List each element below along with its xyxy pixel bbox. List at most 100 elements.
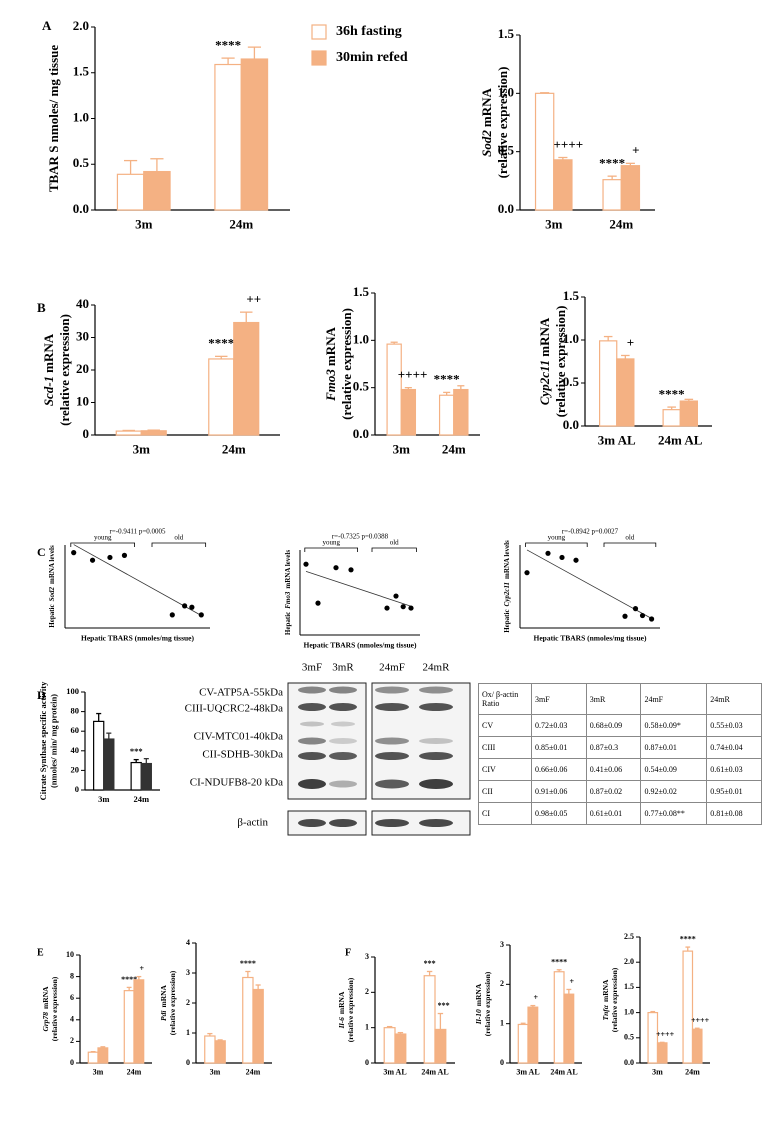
y-tick-label: 0.5 [624,1033,634,1042]
y-axis-label: (relative expression) [483,971,492,1036]
y-tick-label: 80 [71,706,80,716]
band [298,819,326,827]
y-tick-label: 1.0 [624,1007,634,1016]
y-label-text: mRNA [41,986,50,1009]
table-cell: 3mF [531,683,587,715]
y-tick-label: 20 [76,361,89,376]
y-axis-label: Tnfα mRNA [601,979,610,1020]
point [408,605,414,611]
band [298,737,326,745]
bands [298,686,453,827]
bar [563,993,575,1064]
significance-label: + [632,143,639,158]
y-label-gene: Il-10 [474,1009,483,1025]
chart-title: r=-0.7325 p=0.0388 [332,533,389,541]
y-axis-label: Hepatic Fmo3 mRNA levels [284,550,292,635]
y-tick-label: 1 [500,1018,504,1027]
table-cell: CV [478,714,532,737]
legend-swatch [311,24,327,40]
bar [394,1033,407,1064]
table-row: Ox/ β-actin Ratio 3mF 3mR 24mF 24mR [478,683,762,715]
bar [116,173,145,211]
band [329,686,357,694]
y-tick-label: 6 [70,993,74,1002]
y-label-text: mRNA [159,984,168,1007]
y-label-text: mRNA [323,326,338,366]
significance-label: **** [240,959,256,968]
point [632,606,639,612]
table-cell: CIII [478,736,532,759]
bar [423,975,436,1064]
bar [208,358,235,436]
band [419,752,453,760]
bar [386,343,402,436]
lane-label: 24mF [379,662,405,674]
table-cell: 0.87±0.02 [585,780,642,803]
x-tick-label: 3m [652,1067,663,1076]
y-axis-label: (relative expression) [610,967,619,1032]
legend-label: 36h fasting [336,24,402,39]
significance-label: **** [121,975,137,984]
x-tick-label: 24m [127,1067,142,1076]
bar [453,388,469,436]
panel-letter: D [37,688,46,702]
y-tick-label: 1.0 [498,84,514,99]
y-tick-label: 2 [186,998,190,1007]
x-tick-label: 3m [98,794,109,804]
bar [140,430,167,436]
panel-letter: E [37,947,44,958]
x-tick-label: 24m [442,442,466,457]
significance-label: + [569,977,574,986]
point [639,612,646,619]
significance-label: ++++ [398,367,428,382]
legend-label: 30min refed [336,50,408,65]
point [71,550,77,556]
y-axis-label: Sod2 mRNA [479,88,494,157]
y-label-prefix: Hepatic [48,604,56,627]
y-tick-label: 10 [66,950,74,959]
y-tick-label: 1 [365,1022,369,1031]
point [649,616,655,622]
regression-line [73,544,202,616]
y-tick-label: 2 [500,979,504,988]
point [315,600,321,606]
significance-label: **** [599,155,625,170]
y-axis-label: Il-10 mRNA [474,983,483,1025]
y-tick-label: 0 [83,426,90,441]
y-tick-label: 30 [76,328,89,343]
significance-label: *** [130,746,143,756]
y-label-text: mRNA [601,979,610,1002]
y-axis-label: Grp78 mRNA [41,986,50,1032]
y-tick-label: 0 [365,1058,369,1067]
y-label-text: mRNA levels [48,545,56,584]
x-tick-label: 3m [135,217,153,232]
western-blot: 3mF 3mR 24mF 24mR CV-ATP5A-55kDa CIII-UQ… [185,662,471,836]
y-label-gene: Tnfα [601,1004,610,1020]
table-cell: 0.54±0.09 [640,758,708,781]
table-cell: 0.98±0.05 [531,802,587,825]
significance-label: **** [551,957,567,966]
bar [123,990,135,1064]
point [189,604,195,610]
y-label-gene: Scd-1 [41,376,56,406]
x-tick-label: 24m [246,1067,261,1076]
group-bracket [603,542,657,547]
bar [103,738,115,791]
bar [679,400,698,427]
table-cell: 0.85±0.01 [531,736,587,759]
y-axis-label: (relative expression) [57,314,72,426]
table-row: CV 0.72±0.03 0.68±0.09 0.58±0.09* 0.55±0.03 [478,714,762,737]
band-label: CII-SDHB-30kDa [202,749,283,761]
significance-label: + [139,964,144,973]
x-axis-label: Hepatic TBARS (nmoles/mg tissue) [81,634,194,643]
table-cell: 0.68±0.09 [585,714,642,737]
band [329,738,357,744]
y-tick-label: 1.0 [353,331,369,346]
x-tick-label: 24m [609,217,633,232]
band [298,779,326,789]
y-label-text: Citrate Synthase specific activity [38,681,48,800]
bar [647,1011,659,1064]
band [298,686,326,694]
